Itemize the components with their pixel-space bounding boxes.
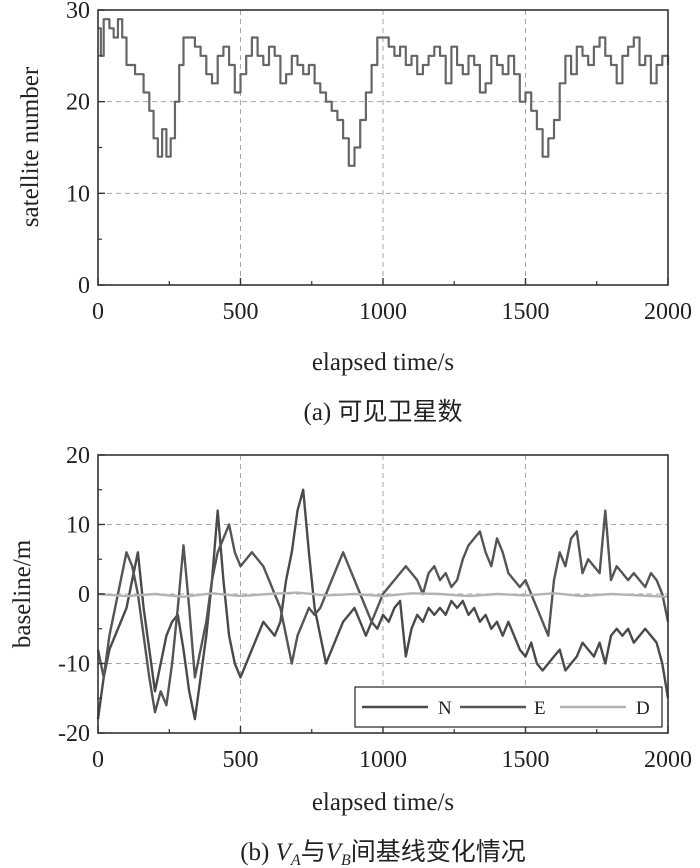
legend-label-n: N [438, 698, 452, 719]
y-tick-label: 30 [66, 0, 90, 24]
legend-label-d: D [636, 698, 650, 719]
legend-item-e: E [460, 698, 546, 719]
caption-b-suffix: 间基线变化情况 [351, 838, 526, 866]
series-line-e [96, 509, 670, 714]
y-tick-labels: -20 -10 0 10 20 [58, 443, 90, 747]
legend-label-e: E [534, 698, 546, 719]
x-tick-label: 1000 [359, 299, 407, 325]
caption-b-va-sub: A [290, 852, 301, 868]
ticks [97, 9, 669, 286]
y-axis-title: baseline/m [9, 539, 36, 648]
legend: N E D [354, 686, 663, 728]
legend-item-n: N [362, 698, 452, 719]
grid [98, 10, 668, 285]
caption-a: (a) 可见卫星数 [304, 398, 463, 426]
x-tick-label: 0 [92, 747, 104, 773]
panel-b-baseline: 0 500 1000 1500 2000 -20 -10 0 10 20 N E D elaps… [9, 443, 692, 868]
x-tick-label: 1000 [359, 747, 407, 773]
y-tick-label: 0 [78, 273, 90, 299]
x-tick-label: 500 [223, 299, 259, 325]
caption-b-prefix: (b) [240, 839, 275, 866]
caption-b-mid: 与 [301, 839, 326, 866]
x-tick-label: 1500 [502, 299, 550, 325]
y-tick-label: 10 [66, 181, 90, 207]
y-tick-label: 0 [78, 582, 90, 608]
caption-b-vb-sub: B [341, 852, 351, 868]
x-tick-label: 1500 [502, 747, 550, 773]
y-tick-label: -10 [58, 652, 90, 678]
series-line-0 [98, 18, 670, 167]
ticks [97, 454, 669, 734]
y-tick-labels: 0 10 20 30 [66, 0, 90, 299]
series-layer [98, 18, 670, 167]
y-axis-title: satellite number [17, 66, 44, 227]
y-tick-label: 20 [66, 443, 90, 469]
x-tick-labels: 0 500 1000 1500 2000 [92, 747, 692, 773]
x-axis-title: elapsed time/s [312, 789, 454, 816]
y-tick-label: 10 [66, 513, 90, 539]
legend-item-d: D [560, 698, 650, 719]
x-axis-title: elapsed time/s [312, 349, 454, 376]
x-tick-labels: 0 500 1000 1500 2000 [92, 299, 692, 325]
caption-b-va: V [276, 839, 294, 866]
x-tick-label: 2000 [644, 747, 692, 773]
caption-b: (b) VA与VB间基线变化情况 [240, 838, 526, 868]
x-tick-label: 2000 [644, 299, 692, 325]
caption-b-vb: V [326, 839, 344, 866]
x-tick-label: 500 [223, 747, 259, 773]
series-line-d [97, 591, 669, 598]
series-line-n [96, 488, 670, 721]
y-tick-label: 20 [66, 90, 90, 116]
y-tick-label: -20 [58, 721, 90, 747]
series-layer [96, 488, 670, 721]
x-tick-label: 0 [92, 299, 104, 325]
